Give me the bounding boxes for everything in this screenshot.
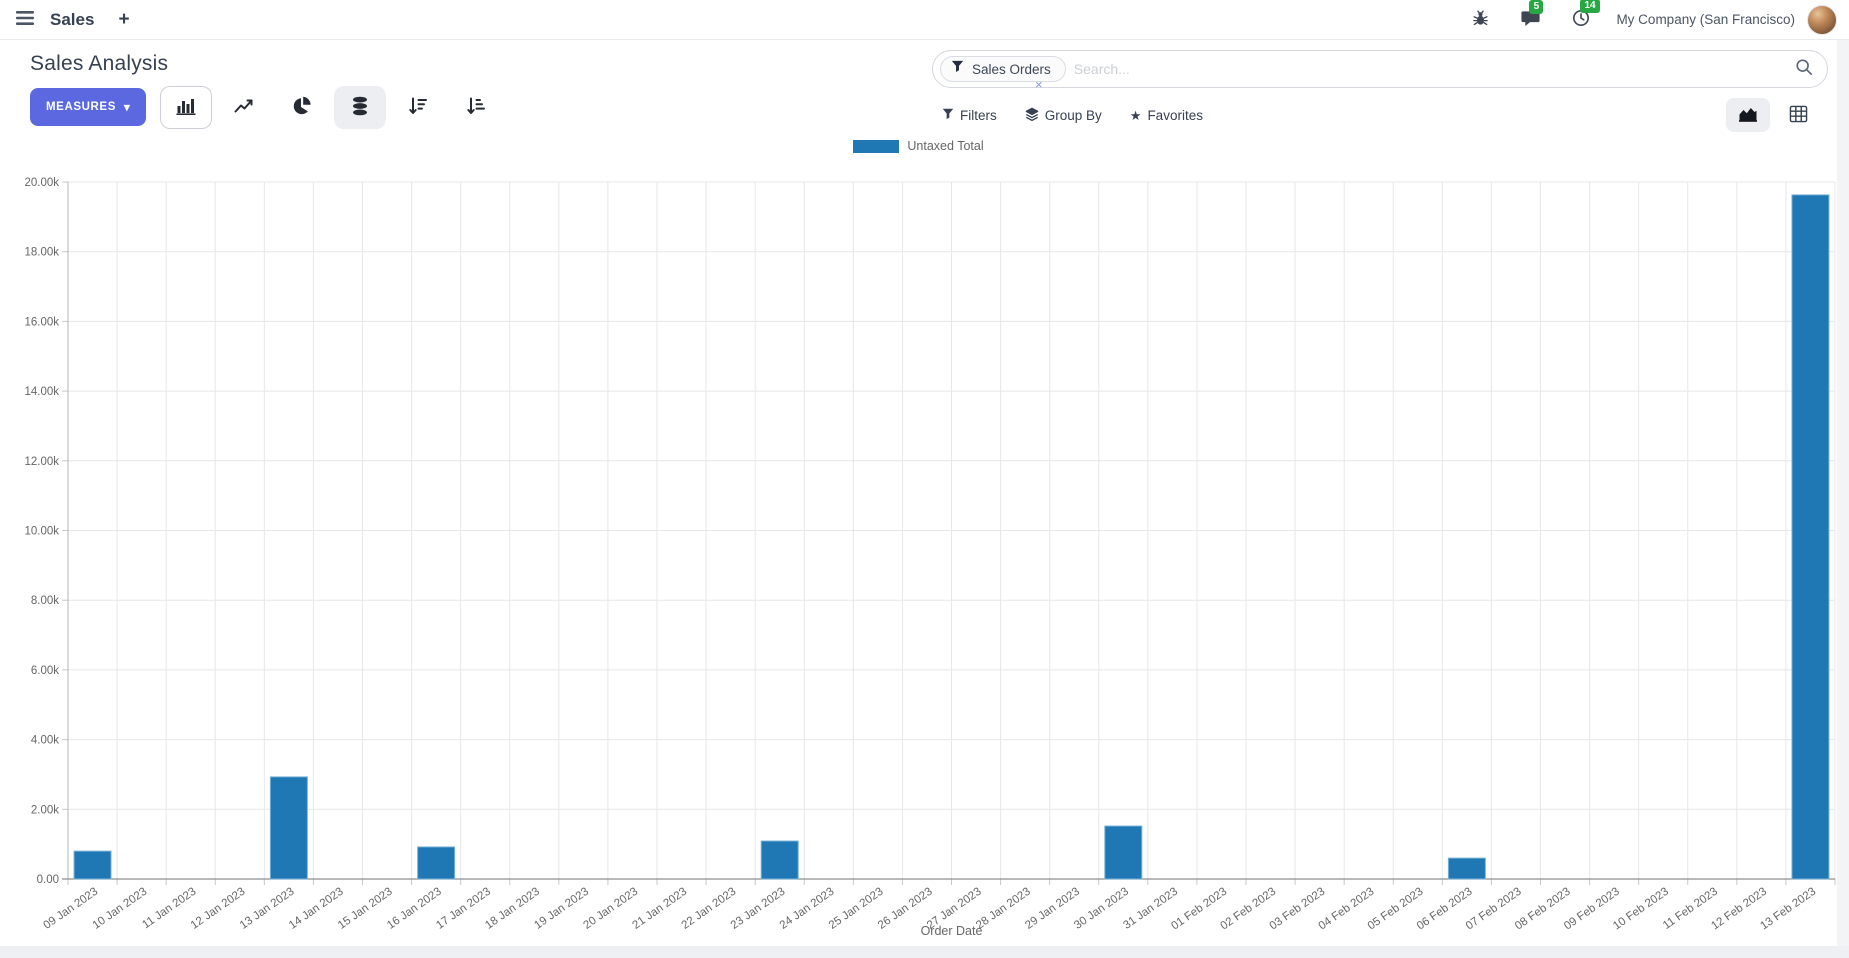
bar-chart-icon (176, 96, 196, 119)
x-axis-tick: 10 Feb 2023 (1611, 886, 1671, 933)
chart-section: Untaxed Total 0.00 2.00k 4.00k 6.00k 8.00k 10… (0, 135, 1837, 938)
bar[interactable] (269, 776, 308, 880)
legend-swatch (853, 139, 900, 153)
sort-ascending-icon (466, 96, 486, 119)
caret-down-icon: ▾ (123, 102, 131, 114)
graph-view-button[interactable] (1726, 98, 1770, 132)
user-avatar[interactable] (1807, 4, 1837, 35)
activities-badge: 14 (1580, 0, 1600, 13)
group-by-button[interactable]: Group By (1025, 107, 1102, 124)
chat-bubble-icon (1521, 10, 1541, 30)
filters-button[interactable]: Filters (942, 108, 997, 123)
y-axis-tick: 18.00k (24, 247, 59, 259)
y-axis-tick: 2.00k (31, 804, 59, 816)
y-axis-tick: 10.00k (24, 526, 59, 538)
y-axis-tick: 8.00k (31, 595, 59, 607)
search-bar[interactable]: Sales Orders × (932, 50, 1828, 92)
x-axis-tick: 10 Jan 2023 (91, 886, 150, 932)
control-panel-left: Sales Analysis MEASURES ▾ (30, 50, 932, 133)
chart-legend[interactable]: Untaxed Total (0, 135, 1837, 157)
search-input[interactable] (1073, 61, 1795, 77)
y-axis-tick: 6.00k (31, 665, 59, 677)
y-axis-tick: 4.00k (31, 735, 59, 747)
favorites-label: Favorites (1147, 107, 1203, 123)
x-axis-tick: 13 Feb 2023 (1758, 886, 1818, 933)
company-switcher[interactable]: My Company (San Francisco) (1616, 12, 1795, 27)
line-chart-button[interactable] (218, 86, 270, 129)
y-axis-tick: 14.00k (24, 386, 59, 398)
pivot-view-button[interactable] (1776, 98, 1820, 132)
app-name[interactable]: Sales (50, 9, 95, 29)
control-panel-right: Sales Orders × (932, 50, 1833, 133)
apps-menu-button[interactable] (12, 7, 38, 32)
layers-icon (1025, 107, 1039, 124)
page-title: Sales Analysis (30, 52, 169, 75)
y-axis-tick: 20.00k (24, 177, 59, 189)
measures-label: MEASURES (46, 101, 116, 113)
area-chart-icon (1738, 105, 1758, 126)
measures-button[interactable]: MEASURES ▾ (30, 88, 147, 126)
sort-ascending-button[interactable] (450, 86, 502, 129)
x-axis-title: Order Date (921, 924, 983, 938)
search-facet[interactable]: Sales Orders (940, 56, 1066, 82)
bar[interactable] (1791, 194, 1830, 880)
y-axis-tick: 16.00k (24, 316, 59, 328)
filters-label: Filters (960, 107, 997, 123)
view-switcher (1726, 98, 1820, 132)
filters-funnel-icon (942, 108, 954, 123)
bar[interactable] (1104, 825, 1143, 880)
bottom-scroll-area (0, 946, 1849, 958)
messages-badge: 5 (1529, 0, 1544, 14)
bug-icon (1472, 10, 1489, 30)
pie-chart-icon (292, 96, 312, 119)
hamburger-icon (16, 11, 34, 28)
filter-buttons: Filters Group By (932, 107, 1203, 124)
sort-descending-icon (408, 96, 428, 119)
y-axis-tick: 0.00 (37, 874, 59, 886)
sort-descending-button[interactable] (392, 86, 444, 129)
facet-remove-button[interactable]: × (1035, 77, 1043, 92)
line-chart-icon (234, 96, 254, 119)
bar[interactable] (73, 850, 112, 880)
stacked-database-icon (350, 96, 370, 119)
top-navbar: Sales + 5 (0, 0, 1849, 40)
pie-chart-button[interactable] (276, 86, 328, 129)
navbar-left: Sales + (12, 7, 130, 32)
control-panel: Sales Analysis MEASURES ▾ (0, 40, 1837, 133)
bar[interactable] (1447, 857, 1486, 880)
bar-chart-canvas[interactable]: 0.00 2.00k 4.00k 6.00k 8.00k 10.00k 12.00k 14.0… (0, 157, 1849, 938)
search-magnifier-icon[interactable] (1795, 58, 1813, 81)
filter-row: Filters Group By (932, 97, 1828, 133)
y-axis-tick: 12.00k (24, 456, 59, 468)
chart-type-group (160, 85, 502, 129)
group-by-label: Group By (1044, 107, 1102, 123)
messages-button[interactable]: 5 (1517, 0, 1544, 34)
search-facet-label: Sales Orders (972, 61, 1051, 77)
debug-button[interactable] (1468, 6, 1493, 34)
pivot-table-icon (1789, 105, 1808, 126)
chart-toolbar: MEASURES ▾ (30, 85, 932, 129)
stacked-toggle-button[interactable] (334, 85, 387, 129)
new-tab-button[interactable]: + (118, 9, 130, 30)
bar[interactable] (760, 840, 799, 880)
funnel-icon (951, 60, 964, 78)
main-content: Sales Analysis MEASURES ▾ (0, 40, 1837, 946)
activities-button[interactable]: 14 (1568, 0, 1600, 34)
favorites-button[interactable]: ★ Favorites (1130, 108, 1203, 123)
star-icon: ★ (1129, 107, 1142, 123)
bar-chart-button[interactable] (160, 85, 213, 129)
legend-label: Untaxed Total (907, 139, 984, 153)
navbar-right: 5 14 My Company (San Francisco) (1444, 0, 1837, 35)
bar[interactable] (417, 846, 456, 880)
